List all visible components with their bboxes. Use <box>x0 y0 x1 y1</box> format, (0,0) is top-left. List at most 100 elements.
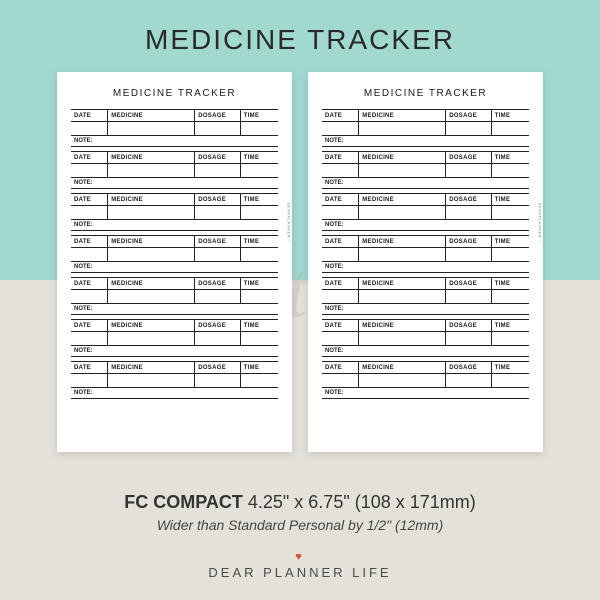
sub-line: Wider than Standard Personal by 1/2" (12… <box>0 517 600 533</box>
note-label: NOTE: <box>322 222 344 228</box>
col-date-label: DATE <box>71 236 108 247</box>
note-label: NOTE: <box>71 222 93 228</box>
col-dosage-label: DOSAGE <box>195 110 241 121</box>
col-date-label: DATE <box>322 362 359 373</box>
col-dosage-label: DOSAGE <box>195 362 241 373</box>
col-time-label: TIME <box>492 320 529 331</box>
note-label: NOTE: <box>71 180 93 186</box>
entry-blank-row <box>71 248 278 262</box>
col-dosage-label: DOSAGE <box>446 194 492 205</box>
col-date-label: DATE <box>322 278 359 289</box>
entry-block: DATEMEDICINEDOSAGETIME NOTE: <box>71 109 278 147</box>
note-label: NOTE: <box>71 138 93 144</box>
col-dosage-label: DOSAGE <box>195 320 241 331</box>
page-title: MEDICINE TRACKER <box>71 88 278 99</box>
main-title: MEDICINE TRACKER <box>0 24 600 56</box>
col-dosage-label: DOSAGE <box>446 110 492 121</box>
col-medicine-label: MEDICINE <box>359 362 446 373</box>
entry-blank-row <box>71 374 278 388</box>
entry-block: DATEMEDICINEDOSAGETIME NOTE: <box>71 277 278 315</box>
col-time-label: TIME <box>492 236 529 247</box>
entry-blank-row <box>322 164 529 178</box>
entry-block: DATEMEDICINEDOSAGETIMENOTE: <box>71 319 278 357</box>
side-brand-label: DEARPLANNER ♡ <box>538 203 543 244</box>
col-date-label: DATE <box>322 236 359 247</box>
entry-note-row: NOTE: <box>322 346 529 357</box>
col-date-label: DATE <box>322 194 359 205</box>
entry-block: DATEMEDICINEDOSAGETIME NOTE: <box>322 361 529 399</box>
entry-note-row: NOTE: <box>71 262 278 273</box>
col-time-label: TIME <box>492 194 529 205</box>
col-dosage-label: DOSAGE <box>446 236 492 247</box>
col-date-label: DATE <box>71 152 108 163</box>
brand-text: DEAR PLANNER LIFE <box>208 565 391 580</box>
col-date-label: DATE <box>71 278 108 289</box>
col-dosage-label: DOSAGE <box>195 236 241 247</box>
entries-right: DATEMEDICINEDOSAGETIMENOTE:DATEMEDICINED… <box>322 109 529 399</box>
entry-block: DATEMEDICINEDOSAGETIME NOTE: <box>322 277 529 315</box>
entry-note-row: NOTE: <box>322 304 529 315</box>
col-dosage-label: DOSAGE <box>446 278 492 289</box>
col-time-label: TIME <box>241 152 278 163</box>
col-time-label: TIME <box>492 362 529 373</box>
entry-note-row: NOTE: <box>322 136 529 147</box>
tracker-page-left: MEDICINE TRACKER DATEMEDICINEDOSAGETIMEN… <box>57 72 292 452</box>
col-date-label: DATE <box>71 362 108 373</box>
col-medicine-label: MEDICINE <box>108 320 195 331</box>
col-time-label: TIME <box>241 320 278 331</box>
entry-note-row: NOTE: <box>71 220 278 231</box>
entry-block: DATEMEDICINEDOSAGETIME NOTE: <box>71 235 278 273</box>
size-line: FC COMPACT 4.25" x 6.75" (108 x 171mm) <box>0 492 600 513</box>
note-label: NOTE: <box>71 306 93 312</box>
entry-header-row: DATEMEDICINEDOSAGETIME <box>322 361 529 374</box>
entry-header-row: DATEMEDICINEDOSAGETIME <box>71 361 278 374</box>
col-dosage-label: DOSAGE <box>195 278 241 289</box>
note-label: NOTE: <box>322 138 344 144</box>
entry-block: DATEMEDICINEDOSAGETIME NOTE: <box>322 235 529 273</box>
note-label: NOTE: <box>71 264 93 270</box>
page-title: MEDICINE TRACKER <box>322 88 529 99</box>
entry-note-row: NOTE: <box>322 262 529 273</box>
entry-blank-row <box>322 374 529 388</box>
note-label: NOTE: <box>322 306 344 312</box>
col-date-label: DATE <box>71 194 108 205</box>
col-date-label: DATE <box>322 152 359 163</box>
col-time-label: TIME <box>241 362 278 373</box>
heart-icon: ♥ <box>0 551 600 563</box>
entry-note-row: NOTE: <box>71 304 278 315</box>
col-medicine-label: MEDICINE <box>108 110 195 121</box>
col-date-label: DATE <box>322 110 359 121</box>
entry-blank-row <box>71 332 278 346</box>
note-label: NOTE: <box>71 390 93 396</box>
col-time-label: TIME <box>492 152 529 163</box>
entry-block: DATEMEDICINEDOSAGETIMENOTE: <box>71 193 278 231</box>
entry-header-row: DATEMEDICINEDOSAGETIME <box>322 277 529 290</box>
entry-blank-row <box>322 290 529 304</box>
entry-blank-row <box>71 206 278 220</box>
note-label: NOTE: <box>322 390 344 396</box>
entry-block: DATEMEDICINEDOSAGETIMENOTE: <box>322 151 529 189</box>
entry-blank-row <box>71 122 278 136</box>
entry-blank-row <box>322 206 529 220</box>
col-medicine-label: MEDICINE <box>359 110 446 121</box>
entry-note-row: NOTE: <box>71 136 278 147</box>
col-medicine-label: MEDICINE <box>108 152 195 163</box>
col-medicine-label: MEDICINE <box>108 194 195 205</box>
entry-header-row: DATEMEDICINEDOSAGETIME <box>71 277 278 290</box>
entry-header-row: DATEMEDICINEDOSAGETIME <box>322 109 529 122</box>
entry-header-row: DATEMEDICINEDOSAGETIME <box>71 235 278 248</box>
col-medicine-label: MEDICINE <box>108 362 195 373</box>
col-medicine-label: MEDICINE <box>108 236 195 247</box>
note-label: NOTE: <box>322 348 344 354</box>
brand-line: ♥ DEAR PLANNER LIFE <box>0 551 600 600</box>
entry-block: DATEMEDICINEDOSAGETIMENOTE: <box>322 193 529 231</box>
col-dosage-label: DOSAGE <box>446 320 492 331</box>
entry-block: DATEMEDICINEDOSAGETIMENOTE: <box>322 319 529 357</box>
entry-header-row: DATEMEDICINEDOSAGETIME <box>71 109 278 122</box>
col-time-label: TIME <box>241 194 278 205</box>
col-time-label: TIME <box>241 236 278 247</box>
col-medicine-label: MEDICINE <box>359 236 446 247</box>
entry-blank-row <box>71 164 278 178</box>
side-brand-label: DEARPLANNER ♡ <box>287 203 292 244</box>
size-name: FC COMPACT <box>124 492 243 512</box>
